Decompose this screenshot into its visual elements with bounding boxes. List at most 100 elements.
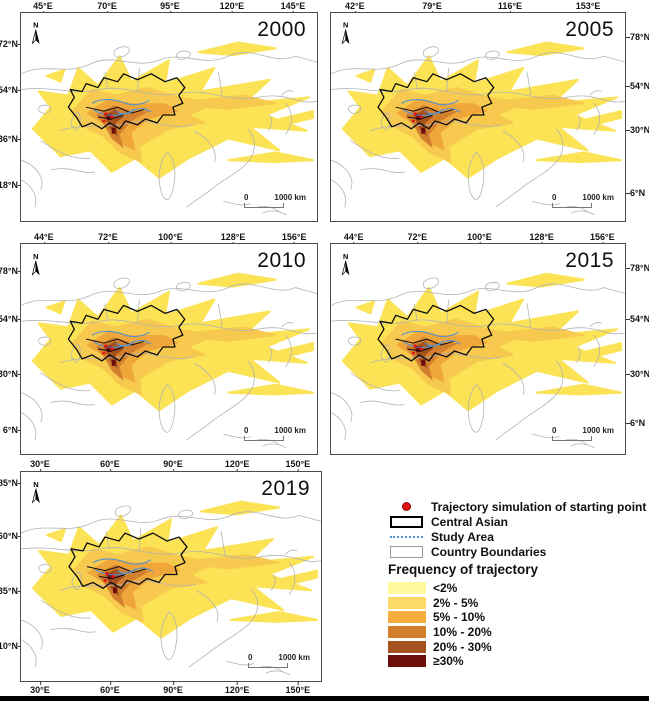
- panel-2005-right-axis: 78°N 54°N 30°N 6°N: [625, 12, 649, 222]
- blue-dotted-line-icon: [389, 535, 423, 538]
- axis-tick-label: 120°E: [219, 1, 245, 15]
- red-dot-icon: [401, 502, 411, 511]
- axis-tick-label: 79°E: [422, 1, 442, 15]
- freq-class-label: 5% - 10%: [433, 610, 486, 625]
- scale-bracket: [552, 436, 592, 441]
- scale-bracket: [248, 663, 288, 668]
- axis-tick-label: 90°E: [163, 681, 183, 695]
- legend-item-label: Country Boundaries: [431, 544, 547, 559]
- scale-distance: 1000 km: [274, 193, 306, 202]
- panel-2019-left-axis: 85°N 60°N 35°N 10°N: [0, 471, 23, 682]
- scale-bracket: [244, 436, 284, 441]
- legend-item-central-asian: Central Asian: [388, 514, 644, 529]
- axis-tick-label: 72°E: [98, 232, 118, 246]
- panel-2000-left-axis: 72°N 54°N 36°N 18°N: [0, 12, 23, 222]
- scale-bar: 0 1000 km: [248, 653, 310, 668]
- axis-tick-label: 18°N: [0, 180, 23, 190]
- map-2015: [331, 250, 625, 450]
- map-2000: [21, 19, 317, 217]
- scale-bar: 0 1000 km: [552, 426, 614, 441]
- scale-start: 0: [552, 193, 557, 202]
- map-panel-2015: 2015 0 1000 km: [330, 243, 626, 455]
- year-label: 2000: [257, 18, 306, 41]
- freq-class-label: 20% - 30%: [433, 639, 492, 654]
- freq-swatch: [388, 582, 426, 595]
- freq-class-label: <2%: [433, 581, 458, 596]
- scale-start: 0: [248, 653, 253, 662]
- axis-tick-label: 44°E: [34, 232, 54, 246]
- legend-frequency-title: Frequency of trajectory: [388, 562, 539, 577]
- axis-tick-label: 150°E: [285, 459, 311, 473]
- axis-tick-label: 60°E: [100, 459, 120, 473]
- scale-distance: 1000 km: [274, 426, 306, 435]
- scale-bar: 0 1000 km: [552, 193, 614, 208]
- axis-tick-label: 54°N: [625, 80, 649, 91]
- scale-start: 0: [244, 193, 249, 202]
- axis-tick-label: 30°N: [0, 369, 23, 379]
- legend-item-study-area: Study Area: [388, 529, 644, 544]
- legend-class-row: <2%: [388, 581, 644, 596]
- year-label: 2005: [565, 18, 614, 41]
- map-panel-2010: 2010 0 1000 km: [20, 243, 318, 455]
- panel-2010-top-axis: 44°E 72°E 100°E 128°E 156°E: [20, 232, 318, 246]
- year-label: 2015: [565, 249, 614, 272]
- axis-tick-label: 150°E: [285, 681, 311, 695]
- legend-class-row: 20% - 30%: [388, 639, 644, 654]
- axis-tick-label: 30°N: [625, 124, 649, 135]
- axis-tick-label: 54°N: [625, 314, 649, 325]
- axis-tick-label: 100°E: [467, 232, 492, 246]
- axis-tick-label: 78°N: [625, 32, 649, 43]
- axis-tick-label: 78°N: [0, 266, 23, 276]
- map-panel-2019: 2019 0 1000 km: [20, 471, 322, 682]
- axis-tick-label: 156°E: [590, 232, 615, 246]
- scale-distance: 1000 km: [582, 193, 614, 202]
- panel-2015-top-axis: 44°E 72°E 100°E 128°E 156°E: [330, 232, 626, 246]
- legend-item-country-boundaries: Country Boundaries: [388, 544, 644, 559]
- freq-class-label: 10% - 20%: [433, 625, 492, 640]
- axis-tick-label: 30°N: [625, 369, 649, 380]
- panel-2019-top-axis: 30°E 60°E 90°E 120°E 150°E: [20, 459, 322, 473]
- axis-tick-label: 156°E: [281, 232, 307, 246]
- scale-bracket: [552, 203, 592, 208]
- axis-tick-label: 128°E: [220, 232, 246, 246]
- freq-swatch: [388, 596, 426, 609]
- axis-tick-label: 95°E: [160, 1, 180, 15]
- legend-class-row: 10% - 20%: [388, 625, 644, 640]
- panel-2019-bottom-axis: 30°E 60°E 90°E 120°E 150°E: [20, 681, 322, 696]
- axis-tick-label: 70°E: [97, 1, 117, 15]
- axis-tick-label: 153°E: [575, 1, 601, 15]
- year-label: 2010: [257, 249, 306, 272]
- axis-tick-label: 78°N: [625, 263, 649, 274]
- freq-swatch: [388, 611, 426, 624]
- panel-2005-top-axis: 42°E 79°E 116°E 153°E: [330, 1, 626, 15]
- figure-bottom-border: [0, 696, 649, 701]
- legend: Trajectory simulation of starting point …: [388, 499, 647, 669]
- axis-tick-label: 145°E: [280, 1, 306, 15]
- axis-tick-label: 72°E: [407, 232, 428, 246]
- legend-class-row: ≥30%: [388, 654, 644, 669]
- axis-tick-label: 60°N: [0, 531, 23, 541]
- scale-bar: 0 1000 km: [244, 193, 306, 208]
- legend-item-label: Central Asian: [431, 514, 508, 529]
- white-rect-icon: [389, 545, 423, 558]
- panel-2000-top-axis: 45°E 70°E 95°E 120°E 145°E: [20, 1, 318, 15]
- axis-tick-label: 10°N: [0, 641, 23, 651]
- scale-start: 0: [244, 426, 249, 435]
- map-panel-2000: 2000 0 1000 km: [20, 12, 318, 222]
- panel-2010-left-axis: 78°N 54°N 30°N 6°N: [0, 243, 23, 455]
- scale-distance: 1000 km: [278, 653, 310, 662]
- freq-swatch: [388, 626, 426, 639]
- scale-bracket: [244, 203, 284, 208]
- axis-tick-label: 100°E: [158, 232, 183, 246]
- axis-tick-label: 54°N: [0, 314, 23, 324]
- freq-swatch: [388, 640, 426, 653]
- axis-tick-label: 36°N: [0, 134, 23, 144]
- axis-tick-label: 42°E: [345, 1, 365, 15]
- axis-tick-label: 120°E: [224, 681, 250, 695]
- axis-tick-label: 44°E: [343, 232, 364, 246]
- axis-tick-label: 120°E: [224, 459, 250, 473]
- legend-item-label: Trajectory simulation of starting point: [431, 499, 647, 514]
- year-label: 2019: [261, 477, 310, 500]
- axis-tick-label: 128°E: [529, 232, 554, 246]
